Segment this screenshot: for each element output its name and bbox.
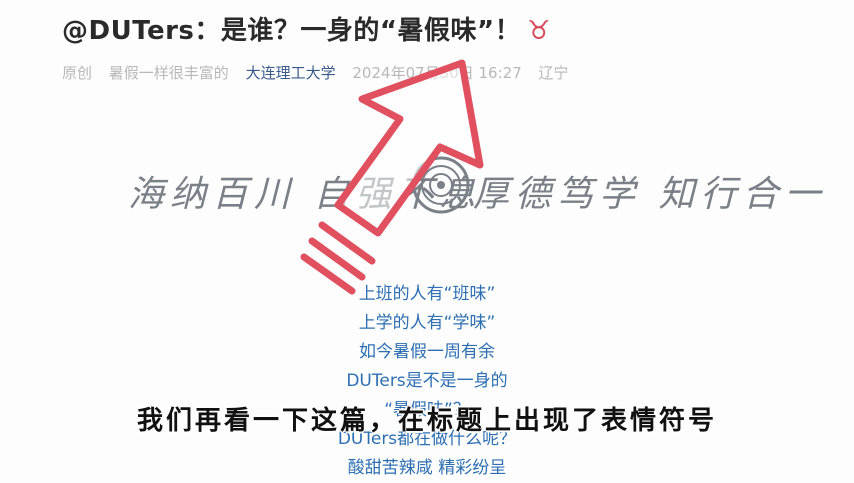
pointer-arrow-icon [300,59,484,295]
body-line: 上学的人有“学味” [358,313,496,333]
meta-label: 原创 [62,64,93,82]
body-line: 如今暑假一周有余 [359,342,495,362]
calligraphy-right: 厚德笃学 知行合一 [473,174,827,215]
body-line: DUTers都在做什么呢？ [337,429,517,449]
body-line: “暑假味”？ [384,400,470,420]
meta-author: 暑假一样很丰富的 [108,64,229,82]
title-emoji-icon: ♉ [527,16,551,46]
article-body: 上班的人有“班味” 上学的人有“学味” 如今暑假一周有余 DUTers是不是一身… [0,280,854,483]
body-line: DUTers是不是一身的 [346,371,508,391]
video-subtitle: 我们再看一下这篇，在标题上出现了表情符号 [136,406,717,436]
meta-location: 辽宁 [538,64,569,82]
body-line: 酸甜苦辣咸 精彩纷呈 [347,458,507,478]
article-title-text: @DUTers：是谁？一身的“暑假味”！ [62,16,522,46]
body-line: 上班的人有“班味” [358,284,496,304]
article-title: @DUTers：是谁？一身的“暑假味”！ ♉ [62,10,551,47]
calligraphy-banner: 海纳百川 自强不息 厚德笃学 知行合一 [128,155,820,215]
meta-source-link[interactable]: 大连理工大学 [245,64,336,82]
